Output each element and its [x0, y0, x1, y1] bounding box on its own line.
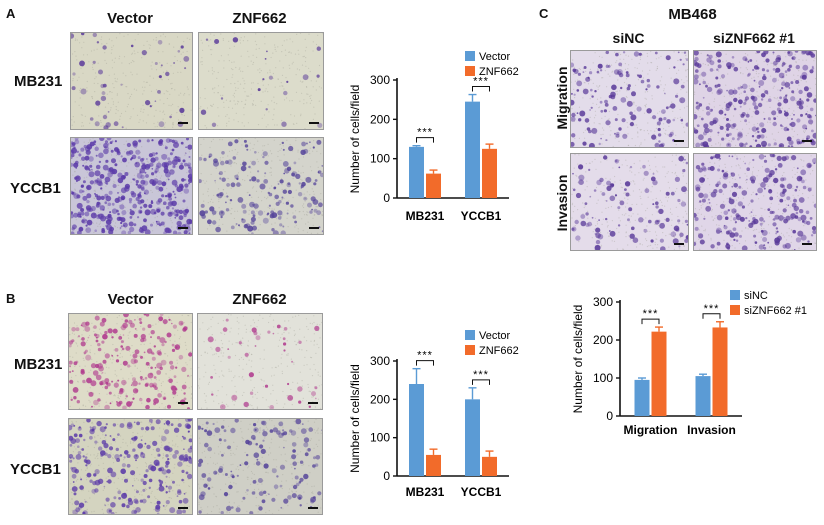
- significance-label: ***: [643, 308, 659, 320]
- legend-swatch: [465, 51, 475, 61]
- micrograph-a-yccb1-vector: [70, 137, 193, 235]
- significance-bracket: [472, 379, 490, 385]
- bar-invasion-control: [695, 376, 711, 416]
- legend-swatch: [465, 345, 475, 355]
- x-tick-label: Migration: [624, 423, 678, 437]
- panel-letter-b: B: [6, 291, 16, 306]
- y-axis-label: Number of cells/field: [571, 305, 585, 414]
- y-tick-label: 0: [383, 469, 390, 483]
- micrograph-a-mb231-vector: [70, 32, 193, 130]
- significance-label: ***: [473, 76, 489, 88]
- bar-mb231-treatment: [426, 454, 441, 476]
- panel-c-column-sinc: siNC: [612, 30, 645, 46]
- bar-yccb1-control: [465, 101, 480, 198]
- y-axis-label: Number of cells/field: [348, 364, 362, 473]
- panel-c-title: MB468: [668, 6, 717, 23]
- y-tick-label: 200: [370, 392, 390, 406]
- micrograph-c-invasion-sinc: [570, 153, 689, 251]
- bar-mb231-treatment: [426, 173, 441, 198]
- panel-b-row-yccb1: YCCB1: [10, 461, 61, 478]
- significance-label: ***: [417, 127, 433, 139]
- bar-migration-control: [634, 379, 650, 416]
- significance-label: ***: [704, 303, 720, 315]
- significance-bracket: [641, 318, 660, 325]
- legend-swatch: [730, 290, 740, 300]
- micrograph-c-migration-siznf662: [693, 50, 817, 148]
- panel-c-row-migration: Migration: [554, 66, 570, 130]
- panel-a-row-yccb1: YCCB1: [10, 180, 61, 197]
- micrograph-b-mb231-vector: [68, 313, 193, 410]
- bar-invasion-treatment: [712, 327, 728, 416]
- y-tick-label: 300: [593, 295, 613, 309]
- x-tick-label: YCCB1: [461, 209, 502, 223]
- y-axis-label: Number of cells/field: [348, 85, 362, 194]
- micrograph-a-mb231-znf662: [198, 32, 324, 130]
- y-tick-label: 300: [370, 73, 390, 87]
- panel-letter-c: C: [539, 6, 549, 21]
- panel-a-column-znf662: ZNF662: [232, 10, 287, 27]
- y-tick-label: 0: [606, 409, 613, 423]
- y-tick-label: 200: [593, 333, 613, 347]
- panel-letter-a: A: [6, 6, 16, 21]
- y-tick-label: 100: [370, 431, 390, 445]
- x-tick-label: MB231: [406, 485, 445, 499]
- micrograph-c-invasion-siznf662: [693, 153, 817, 251]
- y-tick-label: 100: [370, 152, 390, 166]
- panel-c-row-invasion: Invasion: [554, 174, 570, 232]
- legend-label: siNC: [744, 290, 768, 302]
- panel-b-row-mb231: MB231: [14, 356, 63, 373]
- y-tick-label: 200: [370, 112, 390, 126]
- micrograph-b-yccb1-vector: [68, 418, 193, 515]
- legend-swatch: [730, 305, 740, 315]
- significance-bracket: [472, 86, 490, 92]
- significance-bracket: [416, 137, 434, 143]
- x-tick-label: MB231: [406, 209, 445, 223]
- legend-label: Vector: [479, 330, 511, 342]
- bar-mb231-control: [409, 384, 424, 476]
- panel-a-bar-chart: 0 100 200 300 Number of cells/field *** MB231 *…: [348, 51, 519, 223]
- panel-a-column-vector: Vector: [107, 10, 153, 27]
- legend-label: ZNF662: [479, 345, 519, 357]
- legend-label: siZNF662 #1: [744, 305, 807, 317]
- x-tick-label: Invasion: [687, 423, 736, 437]
- significance-bracket: [416, 360, 434, 366]
- legend-label: ZNF662: [479, 66, 519, 78]
- panel-c-column-siznf662: siZNF662 #1: [713, 30, 795, 46]
- y-tick-label: 300: [370, 354, 390, 368]
- significance-label: ***: [417, 350, 433, 362]
- micrograph-b-mb231-znf662: [197, 313, 323, 410]
- bar-yccb1-treatment: [482, 456, 497, 476]
- bar-migration-treatment: [651, 331, 667, 416]
- significance-label: ***: [473, 369, 489, 381]
- panel-b-column-znf662: ZNF662: [232, 291, 287, 308]
- bar-yccb1-control: [465, 399, 480, 476]
- legend-swatch: [465, 66, 475, 76]
- panel-b-bar-chart: 0 100 200 300 Number of cells/field *** MB231 *…: [348, 330, 519, 499]
- panel-c-bar-chart: 0 100 200 300 Number of cells/field *** Migrat…: [571, 290, 807, 437]
- micrograph-c-migration-sinc: [570, 50, 689, 148]
- micrograph-a-yccb1-znf662: [198, 137, 324, 235]
- panel-b-column-vector: Vector: [107, 291, 154, 308]
- legend-swatch: [465, 330, 475, 340]
- x-tick-label: YCCB1: [461, 485, 502, 499]
- y-tick-label: 0: [383, 191, 390, 205]
- legend-label: Vector: [479, 51, 511, 63]
- y-tick-label: 100: [593, 371, 613, 385]
- significance-bracket: [702, 313, 721, 319]
- bar-yccb1-treatment: [482, 148, 497, 198]
- panel-a-row-mb231: MB231: [14, 73, 63, 90]
- bar-mb231-control: [409, 146, 424, 198]
- micrograph-b-yccb1-znf662: [197, 418, 323, 515]
